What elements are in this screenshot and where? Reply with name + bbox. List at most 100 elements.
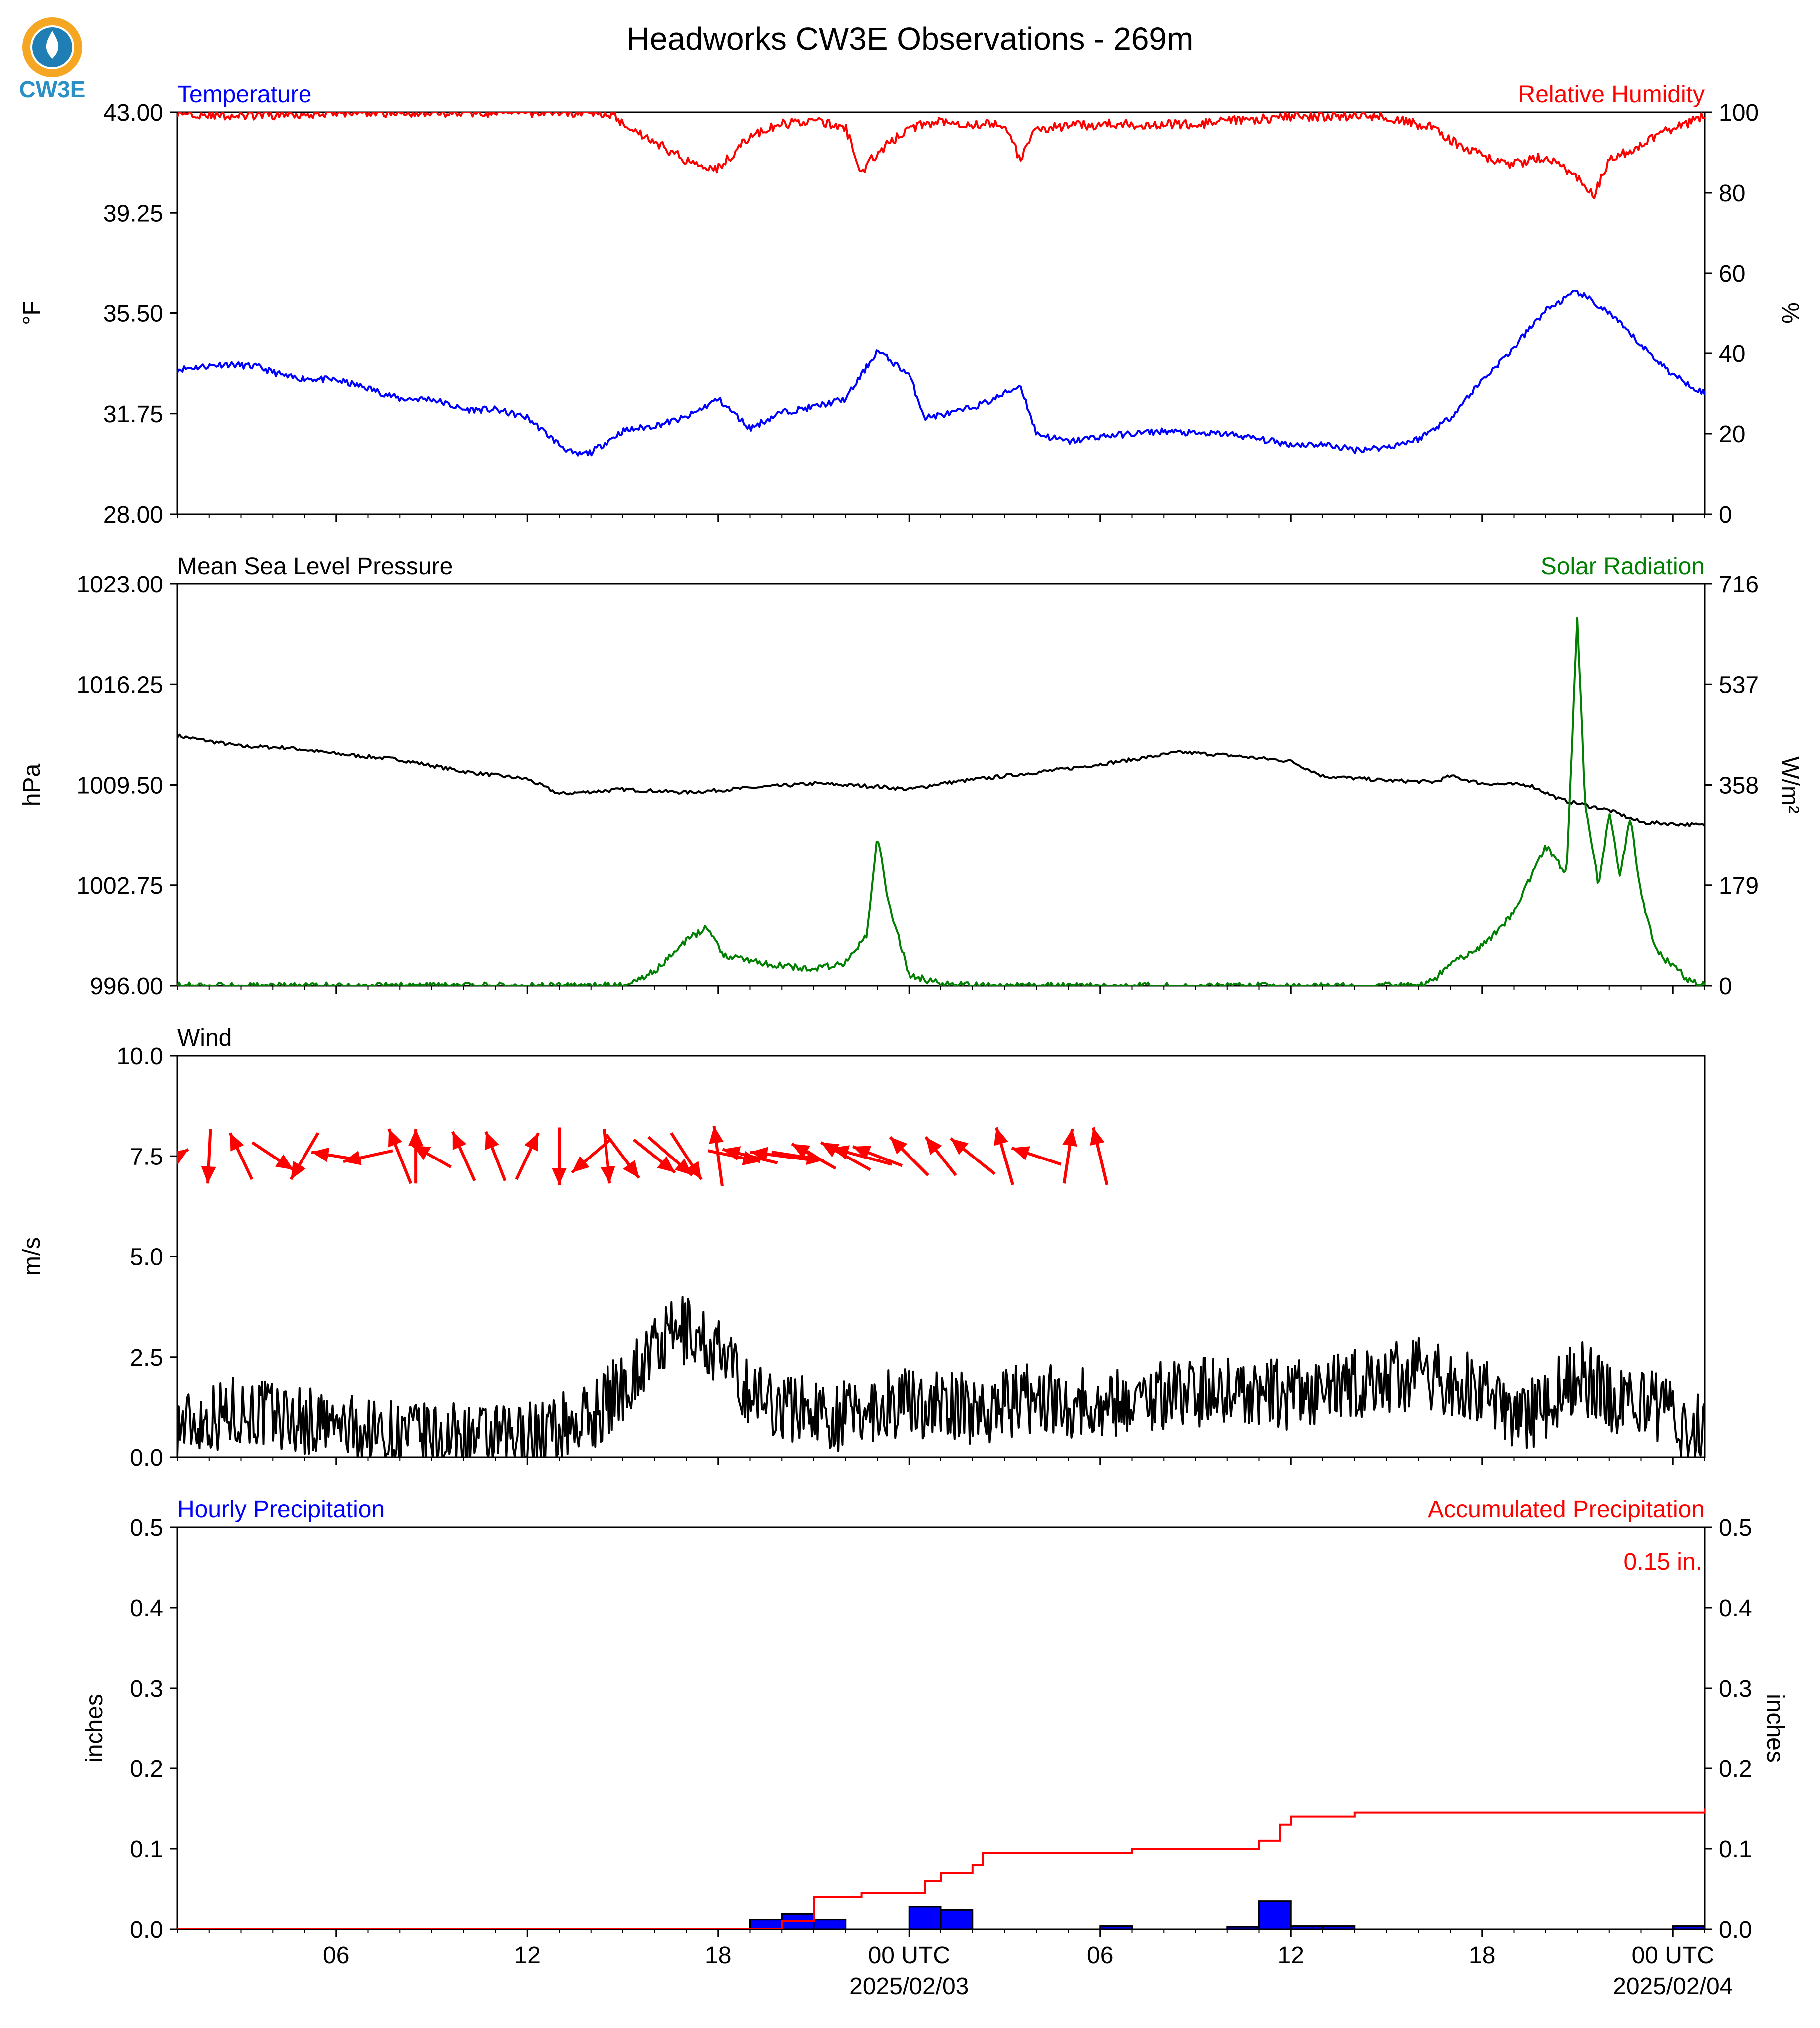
y-tick-label: 2.5: [130, 1345, 163, 1371]
panel-right-title: Relative Humidity: [1518, 81, 1705, 108]
wind-speed-line: [177, 1296, 1705, 1457]
y-right-tick-label: 0.1: [1719, 1836, 1752, 1863]
y-right-tick-label: 40: [1719, 341, 1745, 367]
y-right-tick-label: 0.4: [1719, 1595, 1752, 1622]
y-tick-label: 31.75: [103, 401, 163, 428]
y-tick-label: 1016.25: [76, 672, 163, 698]
panel-4: 0.0 0.1 0.2 0.3 0.4 0.5 0.0 0.1 0.2 0.3 0.4 0.5 Hour…: [81, 1496, 1788, 1943]
wind-arrow-head: [709, 1126, 724, 1144]
y-right-axis-label: inches: [1762, 1694, 1788, 1763]
cw3e-logo: CW3E: [19, 17, 85, 102]
y-right-tick-label: 60: [1719, 261, 1745, 287]
wind-arrow-head: [412, 1145, 431, 1160]
humidity-line: [177, 112, 1705, 199]
y-tick-label: 0.3: [130, 1676, 163, 1702]
precip-bar: [1290, 1925, 1324, 1929]
wind-arrow-head: [925, 1137, 942, 1155]
y-right-tick-label: 179: [1719, 873, 1759, 899]
x-tick-label: 00 UTC: [1632, 1942, 1714, 1969]
temperature-line: [177, 290, 1705, 457]
y-tick-label: 0.0: [130, 1917, 163, 1943]
precip-bar: [1258, 1900, 1292, 1929]
precip-bar: [1226, 1926, 1260, 1929]
precip-bar: [1322, 1925, 1356, 1929]
x-date-label: 2025/02/03: [849, 1973, 969, 2000]
y-right-tick-label: 20: [1719, 421, 1745, 448]
y-right-tick-label: 0.3: [1719, 1676, 1752, 1702]
y-right-tick-label: 0: [1719, 973, 1732, 1000]
plot-area: [177, 1126, 1705, 1457]
y-tick-label: 10.0: [117, 1043, 163, 1070]
accumulated-total-label: 0.15 in.: [1624, 1549, 1702, 1575]
panel-left-title: Mean Sea Level Pressure: [177, 553, 453, 579]
plot-frame: [176, 583, 1706, 987]
chart-title: Headworks CW3E Observations - 269m: [627, 21, 1194, 57]
y-right-tick-label: 0.5: [1719, 1515, 1752, 1541]
wind-arrow-head: [831, 1145, 850, 1160]
wind-arrow-head: [722, 1146, 741, 1161]
y-axis-label: hPa: [19, 763, 45, 806]
plot-area: [177, 617, 1705, 986]
precip-bar: [940, 1909, 974, 1929]
wind-arrow-head: [572, 1156, 590, 1173]
y-right-axis-label: W/m²: [1777, 756, 1803, 814]
wind-arrow-head: [552, 1168, 567, 1185]
wind-arrow-head: [408, 1129, 424, 1146]
precip-bar: [908, 1906, 942, 1929]
x-tick-label: 18: [1469, 1942, 1495, 1969]
solar-line: [177, 617, 1705, 986]
wind-arrow-head: [1011, 1146, 1030, 1160]
wind-arrow-head: [524, 1133, 539, 1152]
x-tick-label: 18: [705, 1942, 731, 1969]
x-tick-label: 12: [514, 1942, 541, 1969]
panel-right-title: Solar Radiation: [1541, 553, 1705, 579]
precip-bar: [1672, 1925, 1705, 1929]
plot-frame: [176, 111, 1706, 515]
panel-1: 28.00 31.75 35.50 39.25 43.00 0 20 40 60 80 100 Tem…: [19, 81, 1803, 528]
wind-arrow-head: [275, 1154, 294, 1170]
y-tick-label: 28.00: [103, 502, 163, 528]
y-tick-label: 1009.50: [76, 773, 163, 799]
plot-area: [177, 112, 1705, 457]
y-tick-label: 0.0: [130, 1445, 163, 1471]
accumulated-precip-line: [177, 1808, 1705, 1929]
plot-frame: [176, 1526, 1706, 1930]
wind-arrow-head: [623, 1160, 639, 1178]
y-tick-label: 39.25: [103, 200, 163, 227]
wind-arrow-head: [388, 1129, 402, 1148]
y-right-tick-label: 0: [1719, 502, 1732, 528]
y-axis-label: m/s: [19, 1237, 45, 1276]
y-right-tick-label: 358: [1719, 773, 1759, 799]
y-tick-label: 1002.75: [76, 873, 163, 899]
wind-arrow-head: [993, 1127, 1008, 1146]
wind-arrow-head: [792, 1144, 810, 1159]
precip-bar: [1099, 1925, 1133, 1929]
y-tick-label: 5.0: [130, 1244, 163, 1271]
y-axis-label: °F: [19, 301, 45, 325]
wind-arrow-head: [821, 1142, 840, 1158]
y-tick-label: 0.1: [130, 1836, 163, 1863]
y-tick-label: 0.4: [130, 1595, 163, 1622]
y-tick-label: 996.00: [90, 973, 163, 1000]
wind-arrow-head: [452, 1131, 467, 1150]
wind-arrow-head: [674, 1159, 693, 1175]
wind-arrow-head: [343, 1151, 362, 1165]
precip-bar: [749, 1919, 783, 1929]
wind-arrow-head: [950, 1138, 969, 1155]
panel-left-title: Wind: [177, 1025, 232, 1051]
wind-arrow-head: [485, 1131, 499, 1150]
plot-area: [177, 1808, 1705, 1929]
y-axis-label: inches: [81, 1694, 108, 1763]
wind-arrow-head: [311, 1147, 330, 1162]
wind-arrow-head: [230, 1133, 244, 1152]
panel-3: 0.0 2.5 5.0 7.5 10.0 Wind m/s: [19, 1025, 1706, 1471]
wind-arrow-head: [291, 1161, 306, 1179]
y-right-axis-label: %: [1777, 302, 1803, 324]
x-tick-label: 12: [1278, 1942, 1304, 1969]
panel-right-title: Accumulated Precipitation: [1428, 1496, 1705, 1523]
panel-2: 996.00 1002.75 1009.50 1016.25 1023.00 0 179 35…: [19, 553, 1803, 1000]
x-date-label: 2025/02/04: [1613, 1973, 1733, 2000]
y-tick-label: 0.5: [130, 1515, 163, 1541]
logo-ring: [22, 17, 82, 77]
